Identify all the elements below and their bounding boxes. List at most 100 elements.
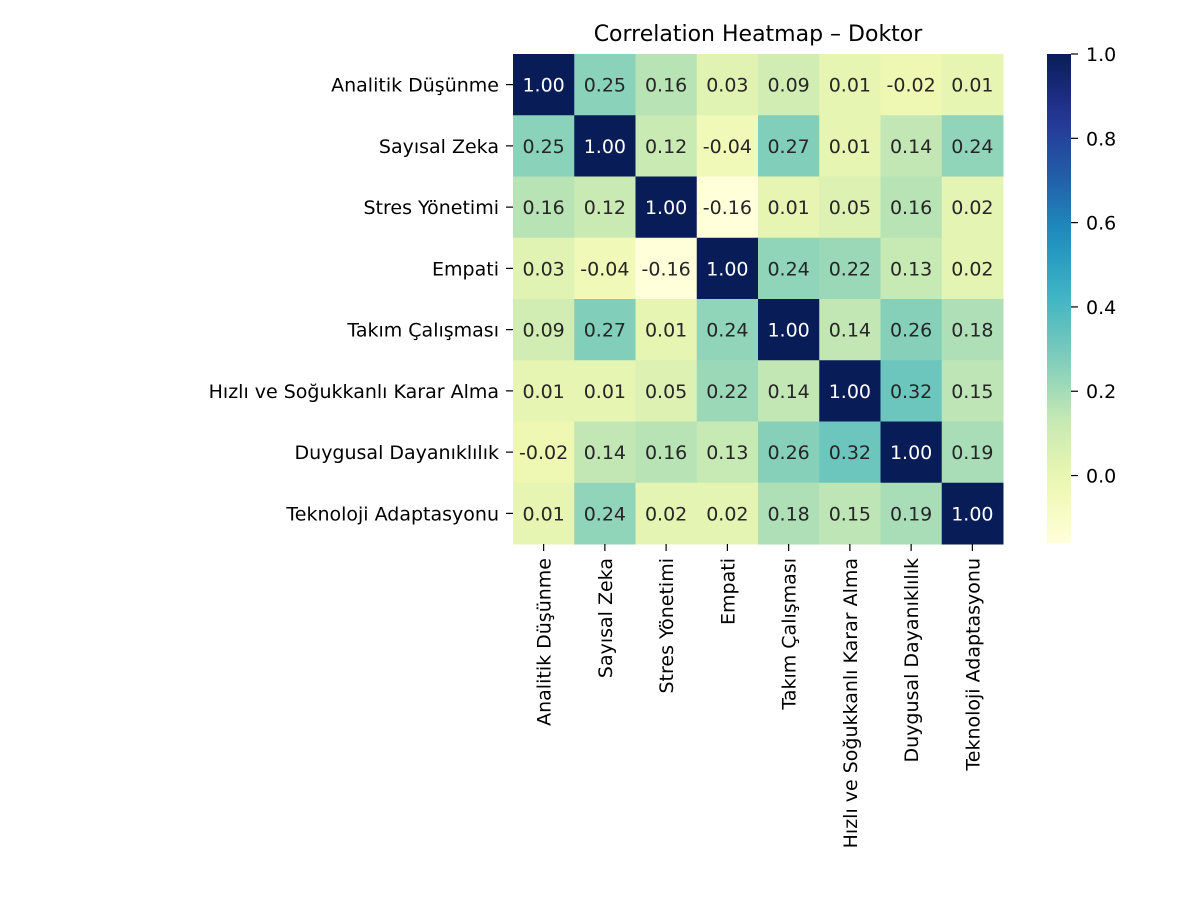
- heatmap-cell: [513, 482, 575, 545]
- cell-value-label: 0.01: [522, 503, 564, 525]
- cell-value-label: -0.04: [580, 258, 629, 280]
- cell-value-label: 0.01: [829, 75, 871, 97]
- heatmap-cell: [574, 482, 636, 545]
- column-tick-label: Hızlı ve Soğukkanlı Karar Alma: [840, 558, 862, 848]
- cell-value-label: 0.13: [706, 442, 748, 464]
- cell-value-label: 0.22: [706, 381, 748, 403]
- colorbar-tick-label: 1.0: [1086, 44, 1116, 66]
- cell-value-label: 0.15: [829, 503, 871, 525]
- cell-value-label: -0.02: [519, 442, 568, 464]
- cell-value-label: -0.04: [703, 136, 752, 158]
- cell-value-label: 0.26: [890, 320, 932, 342]
- heatmap-cell: [635, 482, 698, 545]
- row-tick-label: Empati: [432, 258, 499, 280]
- column-tick-label: Duygusal Dayanıklılık: [901, 558, 923, 762]
- cell-value-label: -0.16: [642, 258, 691, 280]
- cell-value-label: 0.24: [706, 320, 748, 342]
- heatmap-cell: [880, 115, 943, 177]
- heatmap-cell: [819, 360, 881, 422]
- heatmap-cell: [513, 360, 575, 422]
- cell-value-label: 0.01: [951, 75, 993, 97]
- heatmap-cell: [819, 482, 881, 545]
- heatmap-cell: [635, 176, 698, 239]
- heatmap-cell: [696, 299, 759, 361]
- row-tick-label: Hızlı ve Soğukkanlı Karar Alma: [209, 381, 499, 403]
- cell-value-label: 0.19: [890, 503, 932, 525]
- cell-value-label: 0.24: [767, 258, 809, 280]
- cell-value-label: 0.01: [522, 381, 564, 403]
- heatmap-cell: [819, 54, 881, 116]
- cell-value-label: 0.01: [767, 197, 809, 219]
- heatmap-cell: [696, 54, 759, 116]
- heatmap-cell: [941, 54, 1004, 116]
- cell-value-label: 0.24: [951, 136, 993, 158]
- column-tick-label: Empati: [717, 558, 739, 625]
- cell-value-label: 0.15: [951, 381, 993, 403]
- cell-value-label: 0.01: [584, 381, 626, 403]
- heatmap-cell: [880, 482, 943, 545]
- heatmap-cell: [819, 176, 881, 239]
- column-tick-label: Teknoloji Adaptasyonu: [962, 558, 984, 772]
- heatmap-cell: [941, 237, 1004, 300]
- heatmap-cell: [574, 176, 636, 239]
- column-tick-label: Takım Çalışması: [779, 558, 801, 711]
- cell-value-label: 0.32: [890, 381, 932, 403]
- colorbar-tick-label: 0.8: [1086, 128, 1116, 150]
- cell-value-label: 0.19: [951, 442, 993, 464]
- cell-value-label: 0.05: [829, 197, 871, 219]
- colorbar-tick-label: 0.0: [1086, 466, 1116, 488]
- row-tick-label: Analitik Düşünme: [331, 75, 499, 97]
- heatmap-cell: [513, 421, 575, 484]
- cell-value-label: 0.14: [829, 320, 871, 342]
- cell-value-label: 1.00: [645, 197, 687, 219]
- cell-value-label: 0.25: [584, 75, 626, 97]
- cell-value-label: 0.14: [767, 381, 809, 403]
- heatmap-cell: [574, 237, 636, 300]
- cell-value-label: 0.02: [951, 197, 993, 219]
- cell-value-label: 0.01: [645, 320, 687, 342]
- heatmap-cell: [758, 360, 820, 422]
- heatmap-cell: [513, 237, 575, 300]
- heatmap-cell: [574, 299, 636, 361]
- cell-value-label: 0.03: [706, 75, 748, 97]
- heatmap-cell: [758, 115, 820, 177]
- cell-value-label: 0.27: [584, 320, 626, 342]
- heatmap-cell: [819, 115, 881, 177]
- heatmap-cell: [513, 115, 575, 177]
- cell-value-label: 0.12: [584, 197, 626, 219]
- column-tick-label: Stres Yönetimi: [656, 558, 678, 694]
- heatmap-cell: [696, 237, 759, 300]
- heatmap-cell: [696, 176, 759, 239]
- heatmap-cell: [819, 237, 881, 300]
- heatmap-cell: [941, 482, 1004, 545]
- heatmap-cell: [574, 115, 636, 177]
- heatmap-cell: [880, 237, 943, 300]
- cell-value-label: 0.27: [767, 136, 809, 158]
- heatmap-cell: [880, 360, 943, 422]
- heatmap-cell: [758, 482, 820, 545]
- cell-value-label: 0.13: [890, 258, 932, 280]
- colorbar-tick-label: 0.6: [1086, 213, 1116, 235]
- row-tick-label: Takım Çalışması: [346, 320, 499, 342]
- cell-value-label: 0.02: [951, 258, 993, 280]
- row-tick-labels: Analitik Düşünme Sayısal Zeka Stres Yöneti…: [209, 75, 513, 525]
- cell-value-label: 0.09: [767, 75, 809, 97]
- cell-value-label: 0.12: [645, 136, 687, 158]
- heatmap-cell: [696, 421, 759, 484]
- cell-value-label: 0.24: [584, 503, 626, 525]
- heatmap-cell: [758, 421, 820, 484]
- cell-value-label: 0.26: [767, 442, 809, 464]
- cell-value-label: 0.14: [584, 442, 626, 464]
- heatmap-cells: 1.00 0.25 0.16 0.03 0.09 0.01 -0.02 0.01 0.25 1.0…: [513, 54, 1004, 545]
- cell-value-label: 0.16: [645, 442, 687, 464]
- cell-value-label: 0.18: [767, 503, 809, 525]
- heatmap-cell: [696, 482, 759, 545]
- colorbar: 0.0 0.2 0.4 0.6 0.8 1.0: [1047, 44, 1116, 543]
- heatmap-cell: [880, 54, 943, 116]
- heatmap-cell: [819, 421, 881, 484]
- colorbar-gradient: [1047, 54, 1071, 543]
- heatmap-cell: [635, 360, 698, 422]
- colorbar-tick-label: 0.2: [1086, 381, 1116, 403]
- cell-value-label: 0.05: [645, 381, 687, 403]
